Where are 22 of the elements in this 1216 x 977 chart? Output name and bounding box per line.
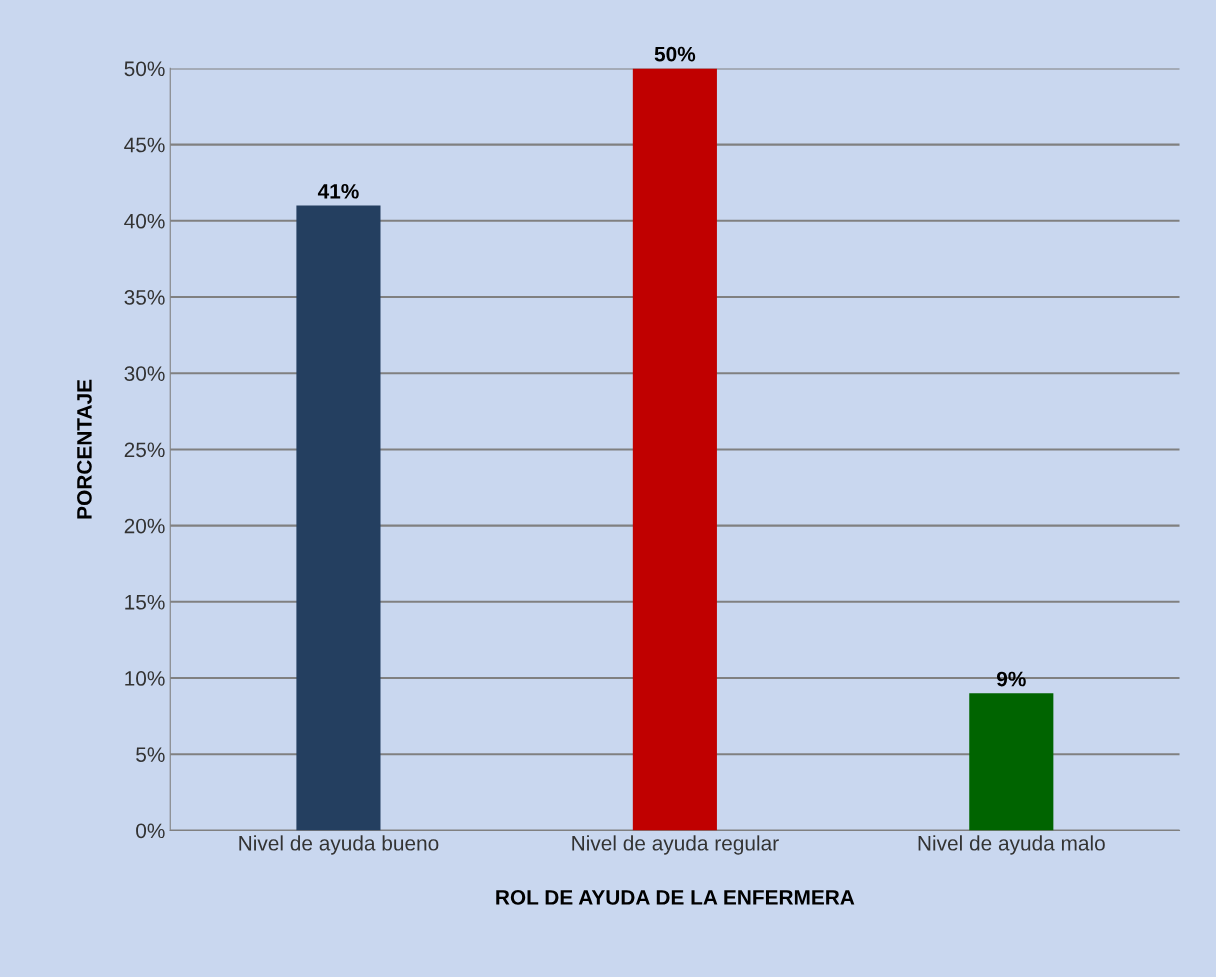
data-label: 50% <box>654 46 696 62</box>
bar <box>969 693 1054 831</box>
y-tick-label: 30% <box>124 366 165 381</box>
y-tick-label: 35% <box>124 290 165 305</box>
x-tick-label: Nivel de ayuda malo <box>918 835 1105 855</box>
y-tick-label: 15% <box>125 594 165 610</box>
y-tick-label: 50% <box>124 61 165 77</box>
y-tick-label: 25% <box>124 442 165 458</box>
y-tick-label: 40% <box>124 213 165 229</box>
y-tick-label: 45% <box>124 137 165 153</box>
y-tick-label: 0% <box>136 823 165 839</box>
y-tick-label: 5% <box>136 747 165 762</box>
y-tick-label: 20% <box>124 518 165 534</box>
y-tick-label: 10% <box>125 671 165 686</box>
x-tick-label: Nivel de ayuda bueno <box>239 835 439 855</box>
bar <box>296 205 381 831</box>
data-label: 41% <box>317 183 359 199</box>
bar <box>632 68 717 831</box>
data-label: 9% <box>996 671 1026 687</box>
x-axis-title: ROL DE AYUDA DE LA ENFERMERA <box>496 890 855 905</box>
x-tick-label: Nivel de ayuda regular <box>572 835 779 855</box>
y-axis-title: PORCENTAJE <box>77 379 92 519</box>
